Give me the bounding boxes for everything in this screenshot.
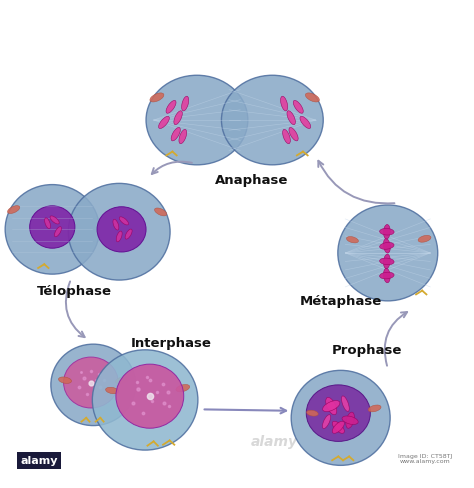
Ellipse shape <box>51 345 136 426</box>
Ellipse shape <box>380 229 394 236</box>
Ellipse shape <box>287 111 295 125</box>
Ellipse shape <box>159 117 169 129</box>
Text: Image ID: CT58TJ
www.alamy.com: Image ID: CT58TJ www.alamy.com <box>398 452 453 464</box>
Text: Anaphase: Anaphase <box>214 174 288 187</box>
Ellipse shape <box>116 232 122 243</box>
Ellipse shape <box>68 184 170 281</box>
Ellipse shape <box>125 229 132 240</box>
Ellipse shape <box>150 94 164 103</box>
Ellipse shape <box>97 207 146 252</box>
Ellipse shape <box>283 130 291 144</box>
Ellipse shape <box>281 97 288 112</box>
Ellipse shape <box>341 396 349 412</box>
Ellipse shape <box>45 219 51 229</box>
Ellipse shape <box>383 255 390 269</box>
Ellipse shape <box>306 385 370 442</box>
Ellipse shape <box>380 259 394 265</box>
Ellipse shape <box>342 416 358 425</box>
Ellipse shape <box>146 76 248 165</box>
Ellipse shape <box>155 208 167 216</box>
Ellipse shape <box>166 101 176 114</box>
Ellipse shape <box>221 76 323 165</box>
Ellipse shape <box>322 415 331 428</box>
Ellipse shape <box>346 237 358 244</box>
Ellipse shape <box>307 410 318 416</box>
Ellipse shape <box>171 128 180 142</box>
Ellipse shape <box>418 236 431 243</box>
Ellipse shape <box>368 405 381 412</box>
Ellipse shape <box>305 94 319 103</box>
Ellipse shape <box>179 130 187 144</box>
Ellipse shape <box>326 398 337 415</box>
Ellipse shape <box>119 217 128 225</box>
Ellipse shape <box>380 273 394 279</box>
Ellipse shape <box>182 97 189 112</box>
Ellipse shape <box>332 421 344 433</box>
Ellipse shape <box>383 239 390 254</box>
Ellipse shape <box>383 225 390 240</box>
Ellipse shape <box>300 117 311 129</box>
Ellipse shape <box>323 401 340 412</box>
Ellipse shape <box>5 185 100 275</box>
Ellipse shape <box>106 387 118 394</box>
Ellipse shape <box>174 111 182 125</box>
Ellipse shape <box>30 206 75 249</box>
Ellipse shape <box>116 365 184 428</box>
Ellipse shape <box>383 269 390 283</box>
Text: Télophase: Télophase <box>37 285 112 298</box>
Text: alamy: alamy <box>251 434 298 448</box>
Ellipse shape <box>8 206 20 214</box>
Ellipse shape <box>116 377 129 384</box>
Ellipse shape <box>92 350 198 450</box>
Ellipse shape <box>293 101 303 114</box>
Text: Métaphase: Métaphase <box>300 294 382 307</box>
Ellipse shape <box>291 370 390 466</box>
Ellipse shape <box>176 385 190 392</box>
Ellipse shape <box>55 227 62 237</box>
Ellipse shape <box>50 217 59 224</box>
Text: Interphase: Interphase <box>131 336 211 349</box>
Ellipse shape <box>289 128 298 142</box>
Ellipse shape <box>338 205 438 301</box>
Ellipse shape <box>332 421 344 433</box>
Ellipse shape <box>64 357 118 408</box>
Text: Prophase: Prophase <box>331 344 402 356</box>
Ellipse shape <box>346 412 355 428</box>
Text: alamy: alamy <box>20 455 58 466</box>
Ellipse shape <box>380 243 394 250</box>
Ellipse shape <box>58 377 72 384</box>
Ellipse shape <box>113 220 119 230</box>
